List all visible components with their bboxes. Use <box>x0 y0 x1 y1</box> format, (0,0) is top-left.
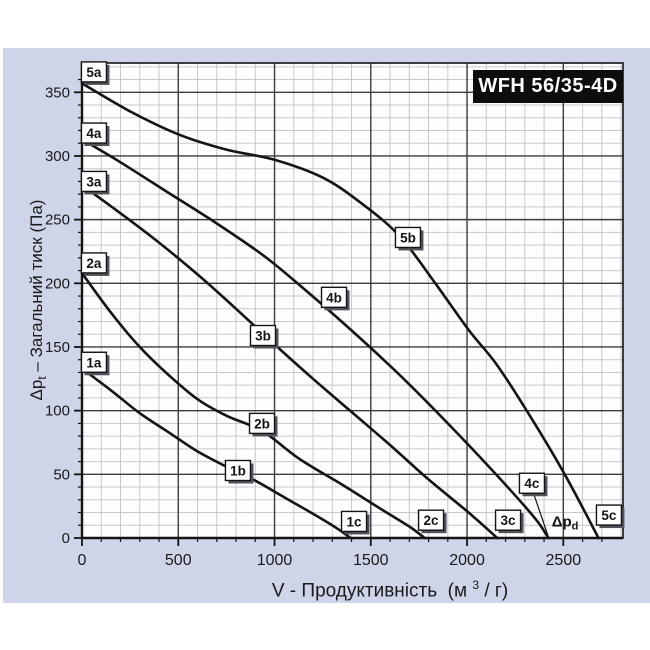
y-tick-label: 150 <box>45 339 70 356</box>
label-text: 3a <box>86 174 102 189</box>
label-text: 4c <box>524 476 540 491</box>
y-tick-label: 50 <box>53 466 70 483</box>
x-axis-title: V - Продуктивність (м 3 / г) <box>271 578 509 602</box>
x-tick-label: 0 <box>78 552 87 569</box>
label-text: 4b <box>326 290 342 305</box>
curve-label-4c: 4c <box>518 472 548 497</box>
label-text: 4a <box>86 126 102 141</box>
curve-label-2a: 2a <box>80 252 110 276</box>
label-text: 2b <box>254 416 270 431</box>
label-box <box>320 286 348 309</box>
label-box <box>595 504 623 526</box>
curve-label-3a: 3a <box>80 170 110 195</box>
y-tick-label: 250 <box>45 212 70 229</box>
label-box <box>80 351 108 373</box>
curve-label-1a: 1a <box>80 351 110 376</box>
curve-label-2b: 2b <box>248 412 278 437</box>
y-tick-label: 300 <box>45 148 70 165</box>
curve-labels: 1a 2a 3a 4a 5a 1b 2b 3b 4b 5b 1c 2c 3c 4c 5c <box>80 61 625 535</box>
model-badge-label: WFH 56/35-4D <box>478 75 618 97</box>
x-tick-label: 2000 <box>449 552 485 569</box>
grid-minor <box>82 63 623 538</box>
label-text: 2c <box>424 513 440 528</box>
curve-4 <box>80 138 550 540</box>
label-box <box>80 170 108 193</box>
label-text: 5c <box>601 508 617 523</box>
curve-label-1b: 1b <box>224 459 254 484</box>
plot-background <box>82 63 623 538</box>
curve-label-5b: 5b <box>394 226 424 251</box>
curve-label-4a: 4a <box>80 122 110 147</box>
label-text: 5b <box>400 230 416 245</box>
label-box <box>224 459 252 482</box>
curve-label-5c: 5c <box>595 504 625 529</box>
curve-3 <box>80 184 499 540</box>
curve-label-5a: 5a <box>80 61 110 85</box>
curve-label-2c: 2c <box>417 509 447 534</box>
label-box <box>518 472 546 494</box>
y-tick-label: 100 <box>45 403 70 420</box>
label-box <box>340 510 368 533</box>
label-box <box>80 252 108 274</box>
y-tick-label: 0 <box>62 530 70 547</box>
label-box <box>80 61 108 83</box>
y-tick-label: 350 <box>45 84 70 101</box>
label-text: 1b <box>230 464 246 479</box>
label-box <box>394 226 422 249</box>
label-text: 1a <box>86 355 102 370</box>
curve-label-1c: 1c <box>340 510 370 535</box>
label-box <box>494 509 522 531</box>
label-text: 5a <box>86 65 102 80</box>
label-text: 2a <box>86 256 102 271</box>
label-box <box>417 509 445 531</box>
curve-label-4b: 4b <box>320 286 350 311</box>
pointer-line-4c <box>533 495 549 536</box>
curves <box>80 82 600 540</box>
label-box <box>248 412 276 435</box>
curve-2 <box>80 271 426 540</box>
label-text: 3c <box>501 513 517 528</box>
axis-ticks <box>74 78 603 546</box>
x-tick-label: 2500 <box>546 552 582 569</box>
curve-label-3c: 3c <box>494 509 524 534</box>
x-tick-label: 1000 <box>257 552 293 569</box>
curve-5 <box>80 82 600 540</box>
x-tick-label: 1500 <box>353 552 389 569</box>
y-axis-title: Δpt – Загальний тиск (Па) <box>26 199 50 401</box>
x-tick-labels: 0 500 1000 1500 2000 2500 <box>78 552 582 569</box>
model-badge: WFH 56/35-4D <box>473 70 623 103</box>
curve-label-3b: 3b <box>249 324 279 349</box>
label-box <box>80 122 108 144</box>
y-tick-labels: 0 50 100 150 200 250 300 350 <box>45 84 70 547</box>
label-text: 3b <box>255 329 271 344</box>
label-text: 1c <box>347 514 363 529</box>
dynamic-pressure-label: Δpd <box>552 513 579 532</box>
label-box <box>249 324 277 347</box>
y-tick-label: 200 <box>45 275 70 292</box>
x-tick-label: 500 <box>165 552 192 569</box>
